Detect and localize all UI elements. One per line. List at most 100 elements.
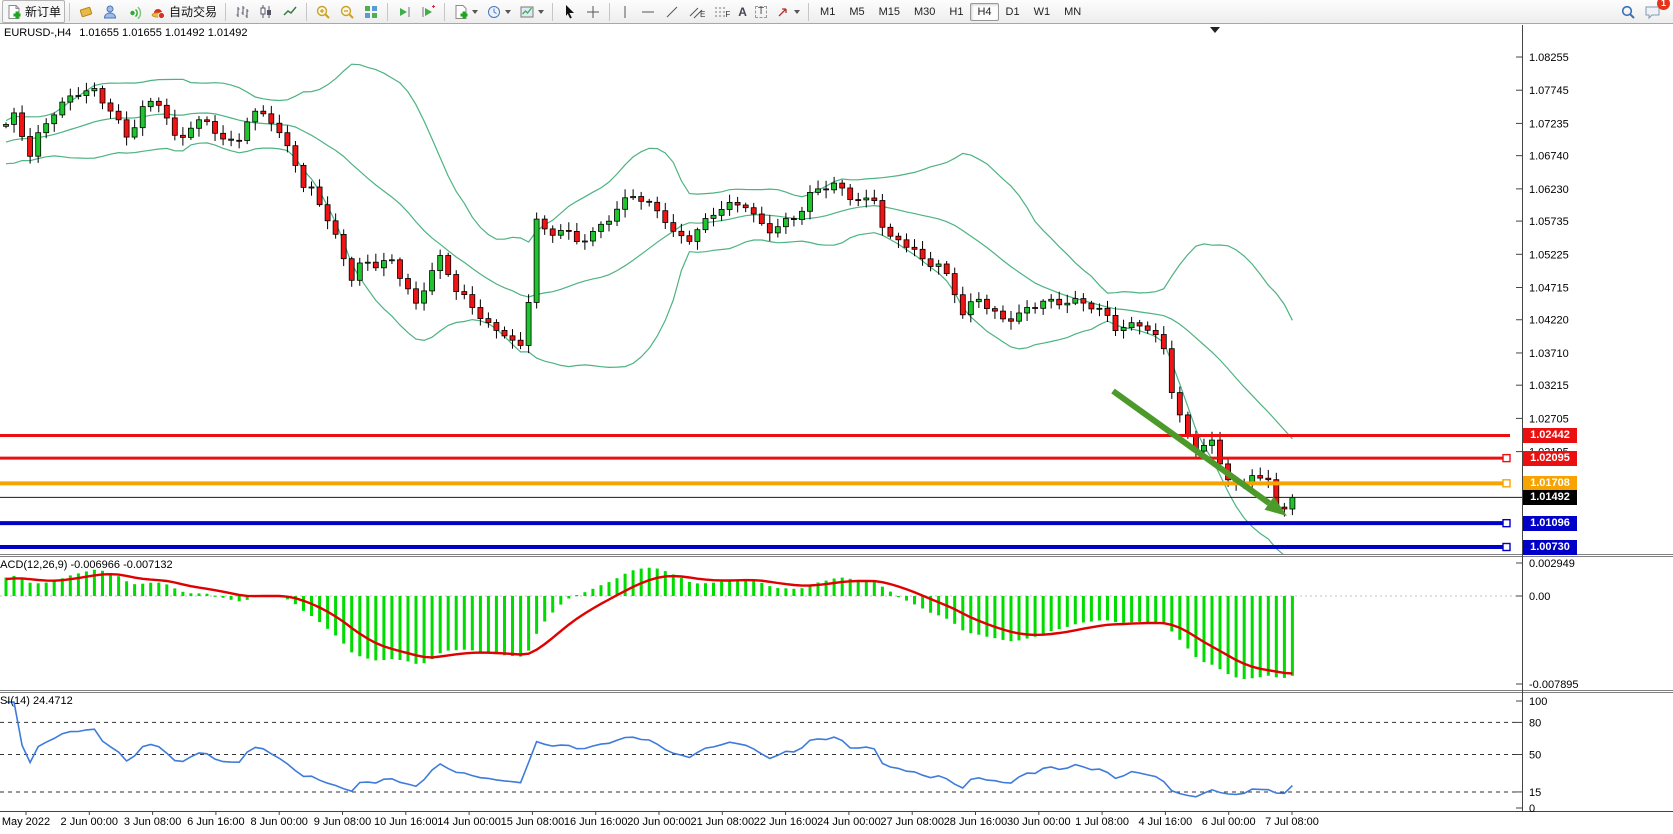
candle-down bbox=[992, 308, 998, 312]
broadcast-button[interactable] bbox=[122, 0, 146, 23]
candle-up bbox=[356, 262, 363, 281]
macd-signal-line bbox=[5, 572, 1293, 675]
horizontal-line-tool-button[interactable] bbox=[636, 0, 660, 23]
timeframe-m5-button[interactable]: M5 bbox=[849, 5, 865, 18]
search-button[interactable] bbox=[1616, 0, 1640, 23]
level-drag-handle[interactable] bbox=[1502, 453, 1511, 463]
macd-histogram-bar bbox=[197, 593, 201, 596]
macd-histogram-bar bbox=[913, 596, 916, 605]
crosshair-button[interactable] bbox=[581, 0, 605, 23]
macd-histogram-bar bbox=[824, 580, 828, 596]
macd-histogram-bar bbox=[486, 596, 490, 653]
chevron-down-icon bbox=[794, 9, 801, 14]
candle-down bbox=[1088, 302, 1095, 310]
macd-histogram-bar bbox=[712, 582, 715, 596]
timeframe-mn-button[interactable]: MN bbox=[1064, 5, 1082, 18]
candle-down bbox=[485, 318, 492, 323]
candle-down bbox=[646, 200, 653, 203]
candle-down bbox=[340, 233, 347, 260]
zoom-out-button[interactable] bbox=[335, 0, 359, 23]
macd-histogram-bar bbox=[358, 596, 362, 657]
zoom-in-button[interactable] bbox=[311, 0, 335, 23]
candle-up bbox=[1072, 298, 1079, 304]
axis-label: 1.04220 bbox=[1529, 315, 1569, 327]
macd-histogram-bar bbox=[503, 596, 506, 656]
macd-histogram-bar bbox=[921, 596, 925, 609]
fibonacci-tool-button[interactable]: F bbox=[709, 0, 734, 23]
candle-up bbox=[252, 110, 259, 123]
notifications-button[interactable]: 1 bbox=[1640, 0, 1670, 23]
level-drag-handle[interactable] bbox=[1502, 479, 1511, 488]
timeframe-m1-button[interactable]: M1 bbox=[820, 5, 836, 18]
macd-histogram-bar bbox=[141, 583, 145, 596]
trend-arrow-head[interactable] bbox=[1264, 496, 1288, 516]
indicators-button[interactable] bbox=[449, 0, 482, 23]
text-label-tool-button[interactable]: T bbox=[751, 0, 771, 23]
chart-shift-marker[interactable] bbox=[1210, 27, 1220, 33]
text-tool-button[interactable]: A bbox=[734, 0, 751, 23]
timeframe-m15-button[interactable]: M15 bbox=[878, 5, 901, 18]
periods-button[interactable] bbox=[482, 0, 515, 23]
timeframe-d1-button[interactable]: D1 bbox=[1005, 5, 1020, 18]
templates-button[interactable] bbox=[515, 0, 548, 23]
bollinger-upper-band bbox=[5, 63, 1293, 321]
chevron-down-icon bbox=[472, 9, 479, 14]
level-drag-handle[interactable] bbox=[1502, 518, 1511, 528]
candle-down bbox=[163, 104, 170, 119]
candle-down bbox=[445, 255, 452, 275]
candle-up bbox=[364, 261, 371, 264]
timeframe-m30-button[interactable]: M30 bbox=[914, 5, 936, 18]
macd-histogram-bar bbox=[1049, 596, 1053, 631]
macd-histogram-bar bbox=[221, 596, 225, 598]
macd-indicator-label: MACD(12,26,9) -0.006966 -0.007132 bbox=[0, 559, 173, 571]
macd-histogram-bar bbox=[977, 596, 981, 635]
trend-arrow-shaft[interactable] bbox=[1111, 388, 1271, 506]
level-drag-handle[interactable] bbox=[1502, 542, 1511, 552]
macd-histogram-bar bbox=[4, 577, 8, 596]
axis-label: 8 Jun 00:00 bbox=[250, 816, 308, 828]
axis-label: 21 Jun 08:00 bbox=[690, 816, 754, 828]
timeframe-h1-button[interactable]: H1 bbox=[949, 5, 964, 18]
axis-label: 80 bbox=[1529, 717, 1541, 729]
arrows-tool-button[interactable] bbox=[771, 0, 804, 23]
macd-histogram-bar bbox=[583, 592, 587, 596]
timeframe-h4-button[interactable]: H4 bbox=[970, 2, 999, 21]
candle-down bbox=[501, 329, 508, 337]
market-button[interactable] bbox=[74, 0, 98, 23]
candle-up bbox=[622, 197, 628, 210]
tile-windows-icon bbox=[363, 4, 379, 20]
candle-up bbox=[774, 226, 781, 234]
candle-down bbox=[509, 335, 516, 341]
chart-shift-button[interactable] bbox=[416, 0, 440, 23]
channel-tool-button[interactable]: E bbox=[684, 0, 709, 23]
candle-up bbox=[11, 112, 17, 125]
bar-chart-button[interactable] bbox=[230, 0, 254, 23]
signals-button[interactable] bbox=[98, 0, 122, 23]
candle-up bbox=[815, 188, 821, 193]
macd-histogram-bar bbox=[60, 578, 64, 596]
auto-scroll-button[interactable] bbox=[392, 0, 416, 23]
equidistant-channel-icon bbox=[688, 4, 704, 20]
macd-histogram-bar bbox=[20, 578, 24, 596]
macd-histogram-bar bbox=[36, 583, 40, 596]
candle-down bbox=[565, 229, 572, 232]
trendline-tool-button[interactable] bbox=[660, 0, 684, 23]
candle-up bbox=[557, 229, 564, 236]
macd-histogram-bar bbox=[205, 593, 209, 596]
macd-histogram-bar bbox=[1073, 596, 1077, 625]
axis-label: 16 Jun 16:00 bbox=[564, 816, 628, 828]
macd-histogram-bar bbox=[856, 579, 860, 596]
axis-label: 30 Jun 00:00 bbox=[1007, 816, 1071, 828]
macd-histogram-bar bbox=[181, 591, 185, 596]
candle-up bbox=[807, 191, 813, 212]
candlestick-chart-button[interactable] bbox=[254, 0, 278, 23]
text-tool-icon: A bbox=[738, 4, 747, 19]
vertical-line-tool-button[interactable] bbox=[614, 0, 636, 23]
tile-windows-button[interactable] bbox=[359, 0, 383, 23]
timeframe-w1-button[interactable]: W1 bbox=[1033, 5, 1051, 18]
line-chart-button[interactable] bbox=[278, 0, 302, 23]
new-order-button[interactable]: 新订单 bbox=[2, 0, 66, 23]
autotrading-button[interactable]: 自动交易 bbox=[146, 0, 221, 23]
cursor-button[interactable] bbox=[557, 0, 581, 23]
